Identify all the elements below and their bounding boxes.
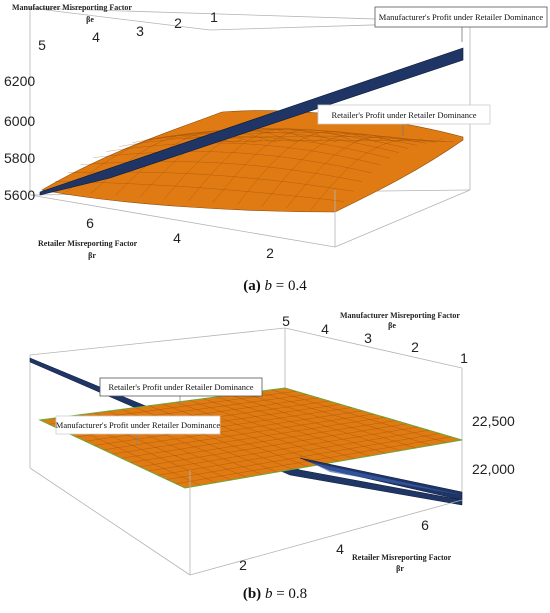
manufacturer-profit-surface [29, 357, 463, 506]
mesh-line [121, 417, 385, 459]
mesh-line [112, 413, 374, 455]
mesh-line [148, 426, 418, 472]
br-tick: 4 [173, 230, 181, 246]
be-axis-symbol: βe [86, 15, 94, 24]
box-edge [29, 7, 211, 31]
be-tick: 1 [460, 350, 468, 366]
mesh-line [310, 138, 443, 211]
manufacturer-profit-surface [39, 47, 464, 196]
mesh-line [139, 423, 407, 467]
box-edge [29, 327, 286, 356]
be-tick: 2 [174, 15, 182, 31]
be-tick: 5 [38, 37, 46, 53]
retailer-profit-callout: Retailer's Profit under Retailer Dominan… [108, 382, 253, 392]
retailer-surface-mesh [49, 389, 451, 486]
be-axis-title: Manufacturer Misreporting Factor [12, 3, 132, 12]
br-axis-title: Retailer Misreporting Factor [352, 553, 452, 562]
br-axis-symbol: βr [396, 564, 404, 573]
manufacturer-surface-shade [310, 462, 462, 495]
box-edge [334, 189, 471, 248]
z-tick: 6000 [4, 113, 35, 129]
mesh-line [188, 128, 343, 202]
callout-box [374, 6, 548, 28]
retailer-profit-surface [41, 110, 464, 213]
manufacturer-profit-callout: Manufacturer's Profit under Retailer Dom… [379, 12, 544, 22]
retailer-profit-callout: Retailer's Profit under Retailer Dominan… [331, 110, 476, 120]
mesh-line [166, 433, 440, 480]
be-tick: 3 [364, 330, 372, 346]
caption-a: (a) b = 0.4 [243, 278, 307, 294]
panel-a: 5 4 3 2 1 Manufacturer Misreporting Fact… [4, 3, 548, 294]
caption-b: (b) b = 0.8 [243, 586, 307, 602]
mesh-line [175, 436, 451, 484]
be-tick: 1 [210, 9, 218, 25]
z-tick: 22,000 [472, 461, 515, 477]
mesh-line [157, 430, 429, 476]
box-edge [29, 194, 336, 248]
z-tick: 22,500 [472, 413, 515, 429]
z-tick: 6200 [4, 73, 35, 89]
z-tick: 5800 [4, 150, 35, 166]
br-tick: 2 [239, 557, 247, 573]
mesh-line [115, 130, 283, 196]
mesh-line [237, 131, 383, 205]
manufacturer-profit-callout: Manufacturer's Profit under Retailer Dom… [56, 420, 221, 430]
br-tick: 6 [86, 215, 94, 231]
z-tick: 5600 [4, 187, 35, 203]
callout-box [55, 415, 221, 435]
be-tick: 3 [136, 23, 144, 39]
mesh-line [130, 420, 396, 463]
br-tick: 4 [336, 541, 344, 557]
mesh-line [286, 136, 423, 209]
br-tick: 6 [421, 517, 429, 533]
mesh-line [212, 129, 363, 203]
callout-box [99, 377, 263, 397]
box-edge [284, 327, 463, 369]
be-tick: 4 [92, 29, 100, 45]
panel-b: 5 4 3 2 1 Manufacturer Misreporting Fact… [29, 311, 515, 602]
be-tick: 5 [282, 313, 290, 329]
be-tick: 4 [321, 321, 329, 337]
box-edge [189, 499, 463, 576]
br-tick: 2 [266, 245, 274, 261]
be-axis-symbol: βe [388, 321, 396, 330]
mesh-line [103, 410, 363, 450]
be-tick: 2 [411, 339, 419, 355]
box-edge [29, 467, 191, 576]
callout-box [317, 104, 491, 125]
br-axis-title: Retailer Misreporting Factor [38, 239, 138, 248]
be-axis-title: Manufacturer Misreporting Factor [340, 311, 460, 320]
br-axis-symbol: βr [88, 251, 96, 260]
